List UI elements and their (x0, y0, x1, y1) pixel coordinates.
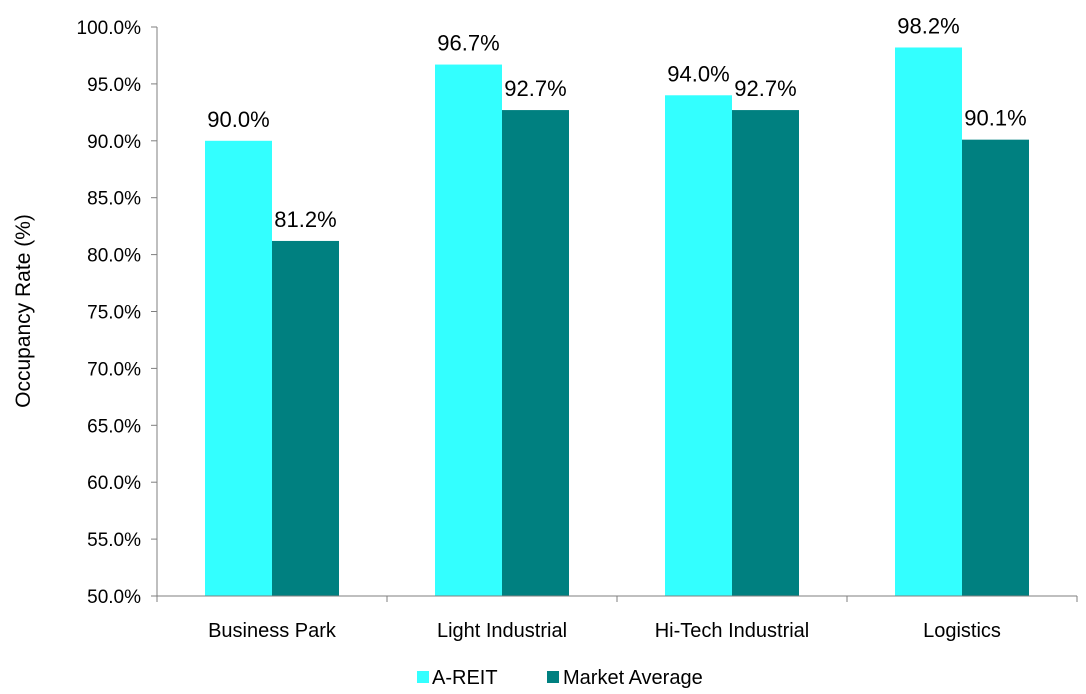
x-category-label: Business Park (208, 620, 337, 642)
y-tick-label: 60.0% (87, 473, 141, 494)
bar-a-reit (665, 95, 732, 596)
bar-market-average (732, 110, 799, 596)
legend-swatch (417, 671, 429, 683)
y-tick-label: 55.0% (87, 530, 141, 551)
y-axis-title: Occupancy Rate (%) (12, 214, 35, 408)
legend-label: Market Average (563, 667, 703, 689)
y-tick-label: 85.0% (87, 189, 141, 210)
bar-market-average (962, 139, 1029, 597)
y-tick-label: 90.0% (87, 132, 141, 153)
bar-a-reit (895, 47, 962, 596)
y-tick-label: 95.0% (87, 75, 141, 96)
data-label: 94.0% (667, 61, 729, 86)
bar-market-average (502, 110, 569, 596)
x-category-label: Hi-Tech Industrial (655, 620, 810, 642)
data-label: 90.1% (964, 106, 1026, 131)
bar-market-average (272, 240, 339, 596)
y-tick-label: 100.0% (77, 18, 142, 39)
y-tick-label: 70.0% (87, 359, 141, 380)
y-tick-label: 80.0% (87, 246, 141, 267)
data-label: 92.7% (504, 76, 566, 101)
data-label: 81.2% (274, 207, 336, 232)
x-category-label: Logistics (923, 620, 1001, 642)
x-category-label: Light Industrial (437, 620, 567, 642)
legend-label: A-REIT (432, 667, 498, 689)
data-label: 92.7% (734, 76, 796, 101)
y-tick-label: 65.0% (87, 416, 141, 437)
y-tick-label: 75.0% (87, 303, 141, 324)
data-label: 90.0% (207, 107, 269, 132)
bar-a-reit (435, 64, 502, 596)
y-tick-label: 50.0% (87, 587, 141, 608)
legend-swatch (547, 671, 559, 683)
legend: A-REIT Market Average (417, 667, 703, 689)
data-label: 98.2% (897, 13, 959, 38)
bar-a-reit (205, 140, 272, 597)
data-label: 96.7% (437, 31, 499, 56)
